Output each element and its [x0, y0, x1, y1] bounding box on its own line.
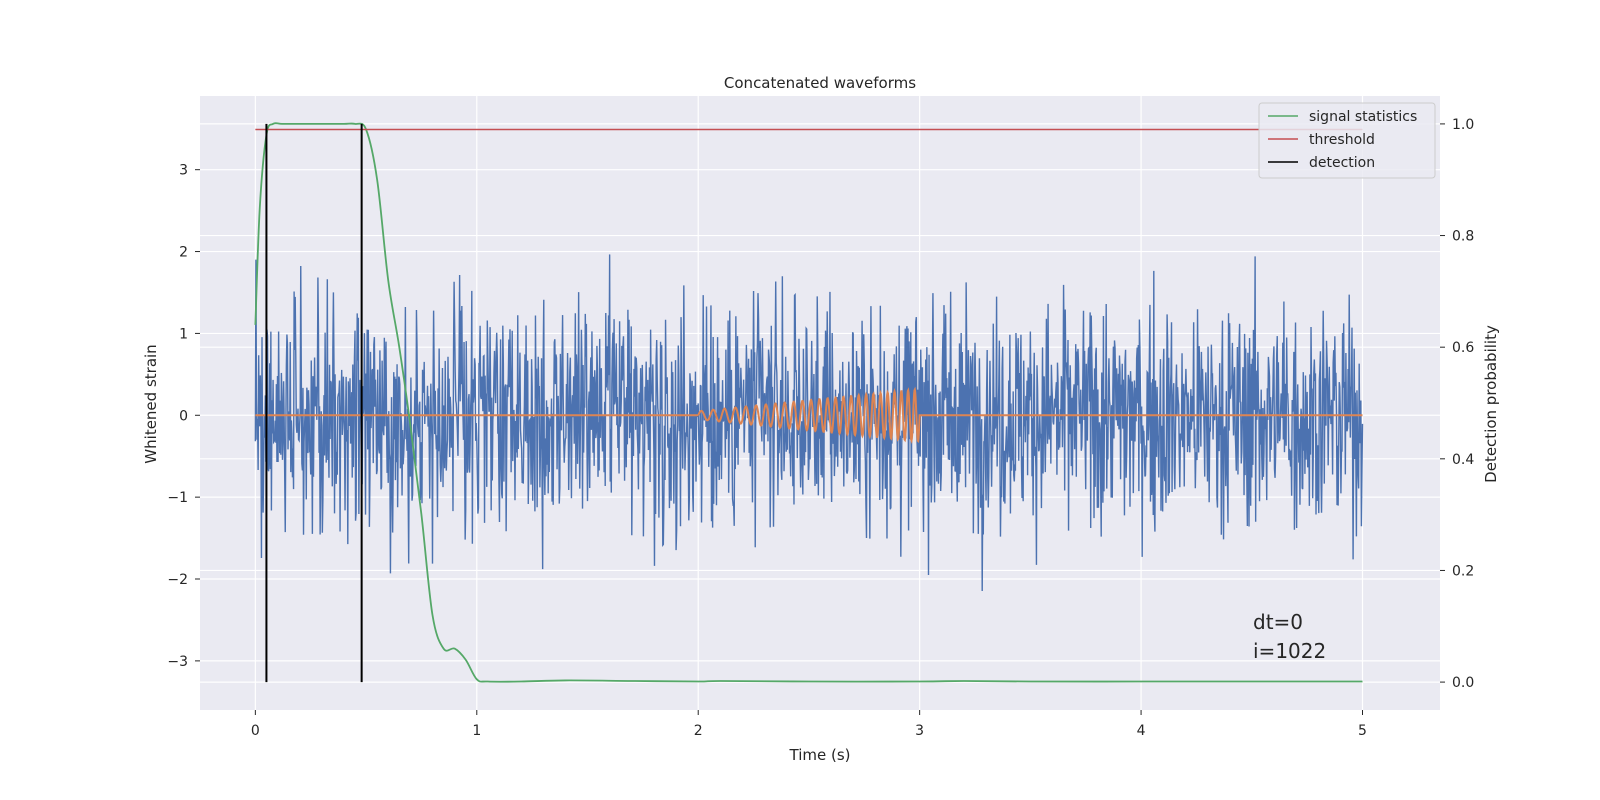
injected-chirp-line	[255, 386, 1363, 444]
detection-series	[265, 123, 363, 683]
y-left-axis: −3 −2 −1 0 1 2 3	[167, 163, 200, 670]
y-left-tick-label-0: −3	[167, 654, 188, 670]
y-right-tick-label-4: 0.8	[1452, 229, 1474, 245]
y-right-tick-label-3: 0.6	[1452, 340, 1474, 356]
legend: signal statistics threshold detection	[1258, 102, 1436, 179]
y-right-axis: 0.0 0.2 0.4 0.6 0.8 1.0	[1440, 117, 1474, 691]
chart-title: Concatenated waveforms	[724, 74, 916, 92]
signal-statistics-series	[254, 122, 1363, 683]
x-axis-label: Time (s)	[789, 746, 851, 764]
y-right-tick-label-2: 0.4	[1452, 452, 1474, 468]
y-left-tick-label-5: 2	[179, 245, 188, 261]
injected-chirp-series	[255, 386, 1363, 444]
whitened-noise-series	[254, 254, 1364, 592]
x-axis: 0 1 2 3 4 5	[251, 710, 1367, 739]
x-tick-label-2: 2	[694, 723, 703, 739]
whitened-noise-line	[254, 254, 1364, 592]
y-left-tick-label-6: 3	[179, 163, 188, 179]
y-left-tick-label-2: −1	[167, 490, 188, 506]
x-tick-label-4: 4	[1137, 723, 1146, 739]
legend-label-detection: detection	[1309, 155, 1375, 171]
y-left-tick-label-1: −2	[167, 572, 188, 588]
y-right-axis-label: Detection probability	[1482, 325, 1500, 483]
y-right-tick-label-0: 0.0	[1452, 675, 1474, 691]
y-left-axis-label: Whitened strain	[142, 344, 160, 463]
x-tick-label-5: 5	[1358, 723, 1367, 739]
x-tick-label-3: 3	[915, 723, 924, 739]
legend-label-threshold: threshold	[1309, 132, 1375, 148]
legend-label-signal-statistics: signal statistics	[1309, 109, 1417, 125]
y-right-tick-label-5: 1.0	[1452, 117, 1474, 133]
x-tick-label-0: 0	[251, 723, 260, 739]
y-left-tick-label-4: 1	[179, 326, 188, 342]
legend-box	[1258, 102, 1436, 179]
y-left-tick-label-3: 0	[179, 408, 188, 424]
y-right-tick-label-1: 0.2	[1452, 563, 1474, 579]
signal-statistics-line	[254, 122, 1363, 683]
annotation-index: i=1022	[1253, 639, 1326, 663]
annotation-dt: dt=0	[1253, 610, 1303, 634]
x-tick-label-1: 1	[472, 723, 481, 739]
